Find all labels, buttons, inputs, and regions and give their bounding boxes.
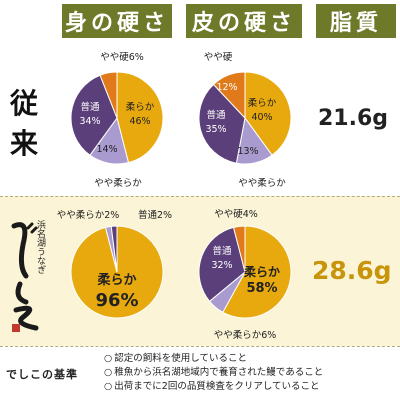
pie-slice-soft [116, 71, 164, 164]
slice-label-soft: 柔らか [243, 264, 280, 279]
standard-item: 出荷までに2回の品質検査をクリアしていること [104, 380, 323, 394]
pie-slice-slightly-hard [212, 71, 246, 120]
standard-item: 認定の飼料を使用していること [104, 352, 323, 366]
slice-label-soft: 柔らか [126, 102, 155, 113]
pie-slice-slightly-hard [99, 71, 118, 119]
slice-value-soft: 46% [129, 116, 150, 127]
row-divider [0, 346, 400, 347]
pie-slice-soft [244, 71, 292, 156]
slice-value-slightly-soft: 13% [237, 146, 258, 157]
slice-label-slightly-hard: やや硬 [204, 52, 233, 63]
pie-slice-normal [70, 74, 118, 156]
slice-label-soft: 柔らか [248, 98, 277, 109]
conventional-label-text: 従 来 [9, 87, 38, 160]
header-flesh-hardness: 身の硬さ [62, 4, 172, 38]
slice-value-normal: 35% [205, 124, 226, 135]
slice-label-soft: 柔らか [96, 273, 136, 288]
slice-value-slightly-hard: 12% [216, 82, 237, 93]
slice-value-soft: 58% [246, 281, 277, 296]
pie-slice-normal [110, 225, 118, 273]
slice-label-normal: 普通 [206, 109, 226, 121]
slice-label-slightly-soft: やや柔らか [94, 178, 142, 189]
slice-label-normal: 普通 [212, 245, 232, 257]
slice-label-normal: 普通2% [138, 209, 172, 221]
pie-slice-slightly-hard [232, 225, 246, 273]
slice-label-slightly-soft: やや柔らか [238, 178, 286, 189]
row-divider [0, 196, 400, 197]
pie-slice-soft [222, 225, 292, 319]
slice-label-normal: 普通 [80, 101, 100, 113]
slice-label-slightly-soft: やや柔らか6% [214, 330, 277, 341]
header-fat: 脂質 [316, 4, 396, 38]
fat-value-deshiko: 28.6g [312, 256, 392, 285]
conventional-label: 従 来 [6, 84, 42, 164]
slice-label-slightly-soft: やや柔らか2% [57, 210, 120, 221]
slice-value-soft: 96% [95, 290, 138, 311]
deshiko-logo: 浜名湖うなぎ [6, 206, 54, 336]
slice-value-slightly-soft: 14% [96, 144, 117, 155]
header-skin-hardness: 皮の硬さ [186, 4, 302, 38]
pie-slice-normal [198, 226, 246, 303]
pie-charts: 柔らか46%14%やや柔らか普通34%やや硬6%柔らか40%13%やや柔らか普通… [57, 52, 292, 341]
standard-item: 稚魚から浜名湖地域内で養育された鰻であること [104, 366, 323, 380]
slice-value-soft: 40% [251, 112, 272, 123]
slice-label-slightly-hard: やや硬4% [214, 209, 258, 220]
brand-subtitle-text: 浜名湖うなぎ [35, 220, 46, 274]
standards-title: でしこの基準 [6, 368, 78, 381]
pie-slice-normal [198, 83, 246, 164]
slice-value-normal: 34% [79, 116, 100, 127]
deshiko-logo-mark: 浜名湖うなぎ [11, 220, 46, 332]
slice-label-slightly-hard: やや硬6% [100, 52, 144, 63]
standards-list: 認定の飼料を使用していること 稚魚から浜名湖地域内で養育された鰻であること 出荷… [104, 352, 323, 394]
slice-value-normal: 32% [211, 260, 232, 271]
fat-value-conventional: 21.6g [318, 106, 389, 131]
